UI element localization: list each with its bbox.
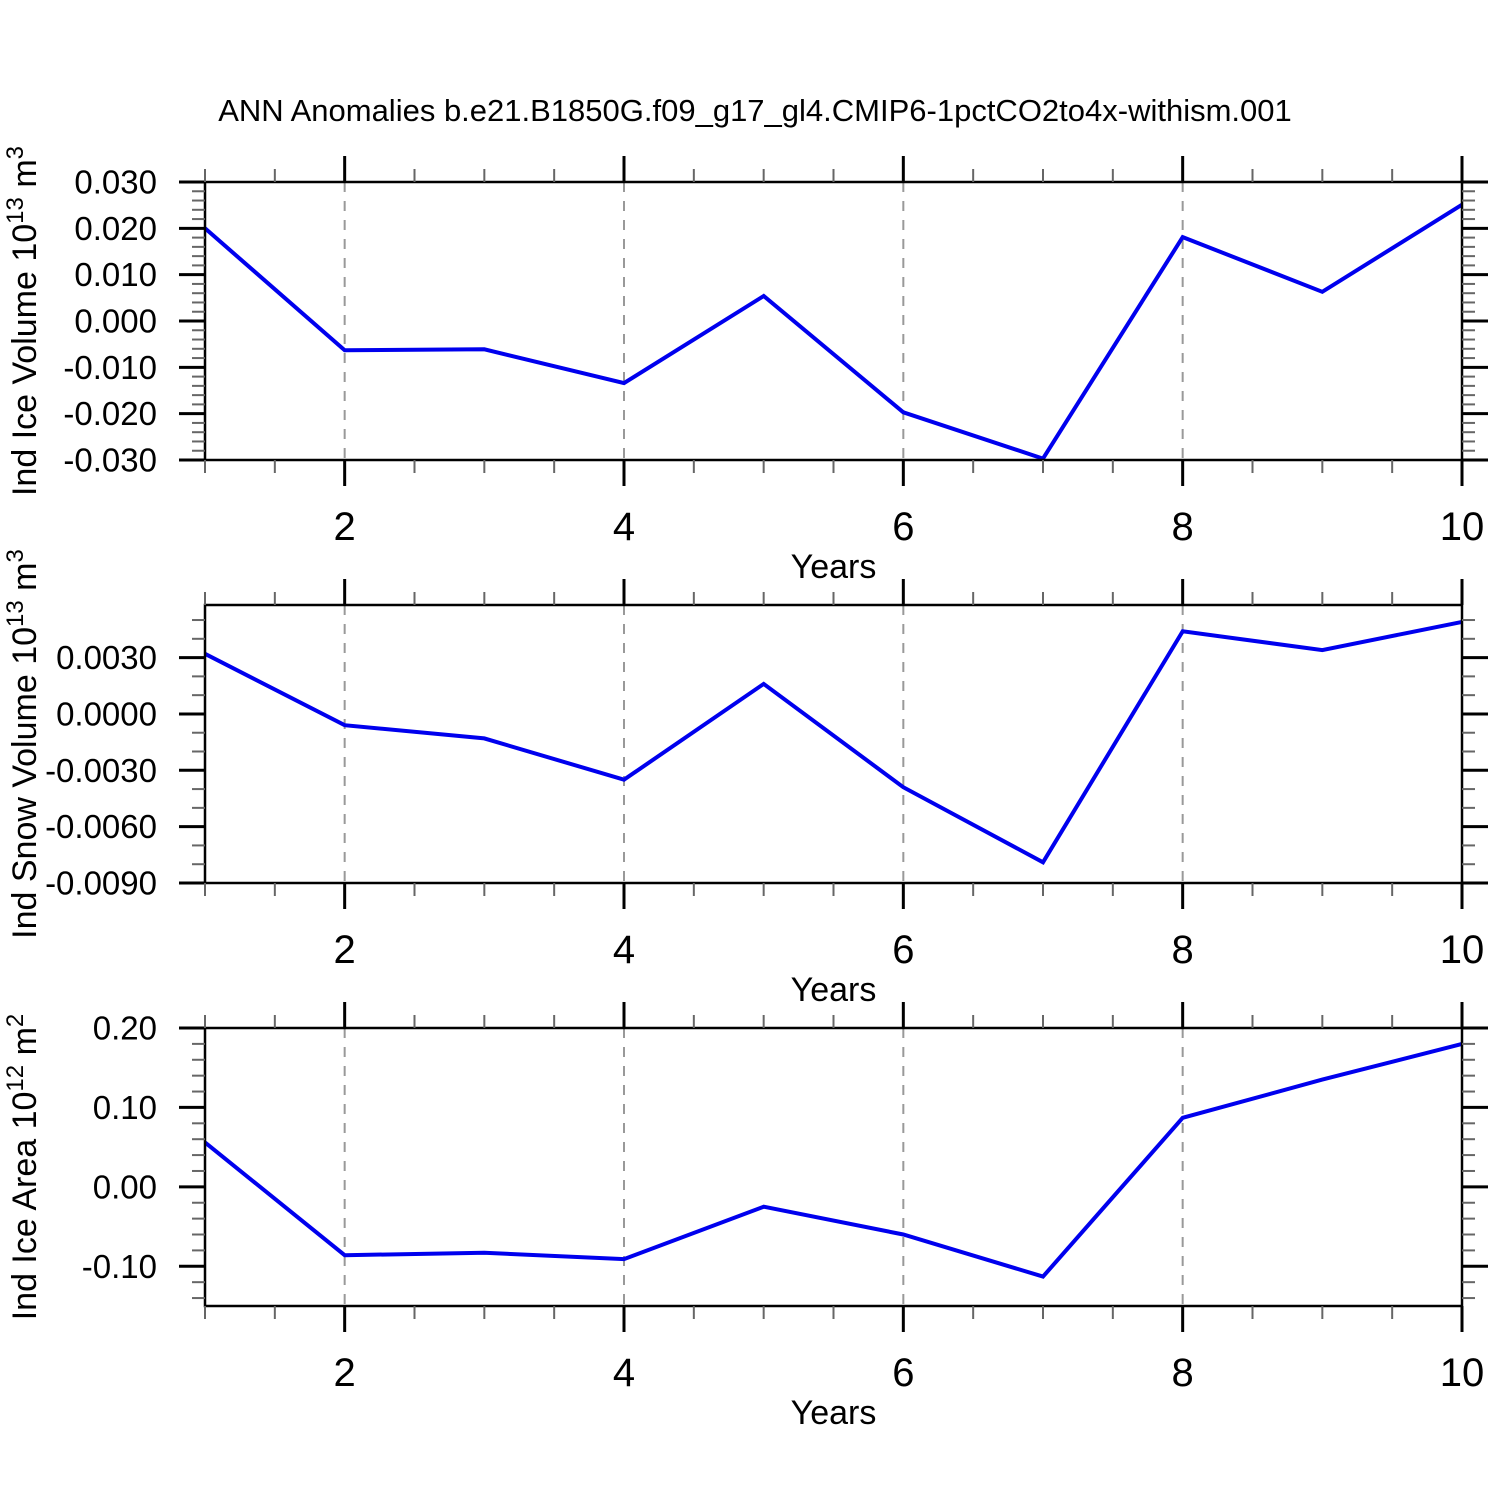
y-axis-title: Ind Ice Volume 1013 m3: [2, 146, 44, 496]
y-tick-label: -0.0060: [45, 808, 157, 845]
y-tick-label: -0.10: [82, 1248, 157, 1285]
ind-snow-volume-panel: 0.0030 0.0000 -0.0030 -0.0060 -0.0090 2 4 6 8 10 Y…: [2, 549, 1488, 1009]
x-tick-label: 8: [1172, 1351, 1194, 1395]
y-tick-label: 0.000: [74, 303, 157, 340]
x-tick-label: 6: [892, 505, 914, 549]
x-tick-label: 4: [613, 928, 635, 972]
chart-title: ANN Anomalies b.e21.B1850G.f09_g17_gl4.C…: [218, 93, 1292, 128]
x-tick-label: 4: [613, 505, 635, 549]
x-tick-label: 10: [1440, 505, 1485, 549]
y-tick-label: 0.0030: [56, 639, 157, 676]
y-tick-label: 0.10: [93, 1089, 157, 1126]
y-tick-label: -0.0030: [45, 752, 157, 789]
x-axis-title: Years: [791, 1394, 877, 1432]
y-tick-label: 0.020: [74, 210, 157, 247]
y-tick-label: 0.0000: [56, 695, 157, 732]
data-line-ind-ice-volume: [203, 203, 1464, 461]
x-tick-label: 10: [1440, 1351, 1485, 1395]
x-axis-title: Years: [791, 971, 877, 1009]
x-tick-label: 8: [1172, 505, 1194, 549]
ind-ice-volume-panel: 0.030 0.020 0.010 0.000 -0.010 -0.020 -0.030 2 4…: [2, 146, 1488, 586]
plot-frame: [203, 1026, 1464, 1308]
x-tick-label: 2: [334, 1351, 356, 1395]
x-tick-label: 8: [1172, 928, 1194, 972]
x-tick-label: 6: [892, 928, 914, 972]
y-axis-title: Ind Ice Area 1012 m2: [2, 1014, 44, 1321]
y-tick-label: -0.020: [63, 395, 157, 432]
plot-frame: [203, 603, 1464, 885]
x-tick-label: 4: [613, 1351, 635, 1395]
x-tick-label: 10: [1440, 928, 1485, 972]
plot-frame: [203, 180, 1464, 462]
y-tick-label: -0.030: [63, 442, 157, 479]
x-tick-label: 6: [892, 1351, 914, 1395]
y-tick-label: 0.030: [74, 164, 157, 201]
x-axis-title: Years: [791, 548, 877, 586]
y-tick-label: 0.20: [93, 1010, 157, 1047]
x-tick-label: 2: [334, 928, 356, 972]
y-tick-label: 0.00: [93, 1168, 157, 1205]
y-tick-label: 0.010: [74, 256, 157, 293]
ind-ice-area-panel: 0.20 0.10 0.00 -0.10 2 4 6 8 10 Years Ind Ice Area…: [2, 1002, 1488, 1432]
data-line-ind-snow-volume: [204, 619, 1463, 865]
y-tick-label: -0.0090: [45, 865, 157, 902]
x-tick-label: 2: [334, 505, 356, 549]
data-line-ind-ice-area: [203, 1041, 1463, 1279]
y-axis-title: Ind Snow Volume 1013 m3: [2, 549, 44, 939]
y-tick-label: -0.010: [63, 349, 157, 386]
